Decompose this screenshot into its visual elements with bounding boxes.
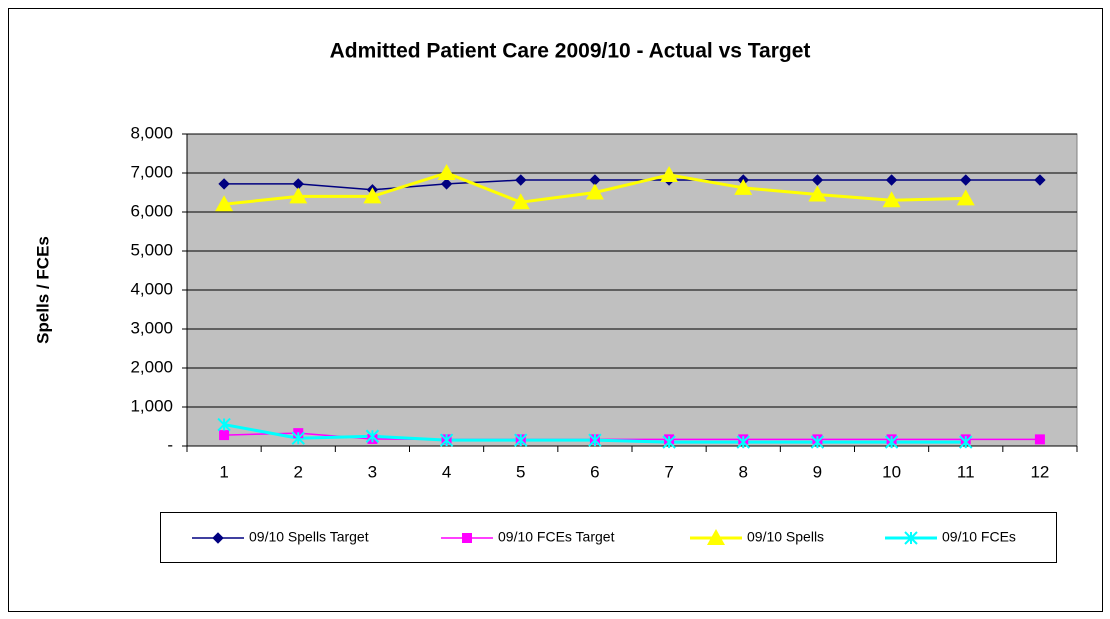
data-point (1034, 174, 1046, 186)
legend-marker (462, 533, 472, 543)
data-point (662, 435, 676, 449)
data-point (215, 195, 234, 212)
data-point (365, 429, 380, 443)
x-tick-label: 6 (590, 462, 599, 481)
y-tick-label: 4,000 (130, 279, 173, 298)
legend-marker (212, 532, 224, 544)
data-point (810, 435, 825, 449)
x-tick-label: 10 (882, 462, 901, 481)
data-point (218, 178, 230, 190)
y-tick-label: 8,000 (130, 123, 173, 142)
data-point (585, 183, 604, 200)
legend-label: 09/10 FCEs (942, 529, 1016, 545)
data-point (734, 178, 753, 195)
data-point (588, 433, 602, 447)
x-tick-label: 5 (516, 462, 525, 481)
data-point (439, 433, 454, 447)
x-tick-label: 11 (957, 462, 975, 481)
data-point (291, 431, 305, 445)
data-point (736, 435, 750, 449)
series-line (224, 179, 1040, 191)
y-tick-label: 7,000 (130, 162, 173, 181)
data-point (217, 417, 231, 432)
data-point (884, 435, 899, 449)
x-tick-label: 1 (219, 462, 228, 481)
legend-label: 09/10 FCEs Target (498, 529, 615, 545)
data-point (885, 174, 898, 186)
x-tick-label: 7 (664, 462, 673, 481)
data-point (808, 185, 827, 202)
data-point (440, 178, 453, 190)
x-tick-label: 9 (813, 462, 822, 481)
data-point (289, 187, 308, 204)
data-point (1034, 434, 1045, 445)
legend-marker (707, 529, 725, 545)
legend-label: 09/10 Spells (747, 529, 824, 545)
data-point (363, 187, 382, 204)
x-tick-label: 12 (1030, 462, 1049, 481)
y-tick-label: 1,000 (130, 396, 173, 415)
data-point (515, 174, 527, 186)
data-point (437, 164, 456, 180)
data-point (960, 174, 972, 186)
y-tick-label: - (167, 435, 173, 454)
data-point (956, 189, 975, 206)
data-point (514, 433, 528, 447)
x-tick-label: 8 (739, 462, 748, 481)
data-point (882, 191, 901, 208)
y-tick-label: 2,000 (130, 357, 173, 376)
legend (160, 512, 1057, 563)
data-point (511, 193, 530, 210)
x-tick-label: 4 (442, 462, 451, 481)
x-tick-label: 3 (368, 462, 377, 481)
y-tick-label: 3,000 (130, 318, 173, 337)
y-tick-label: 6,000 (130, 201, 173, 220)
legend-marker (904, 531, 918, 545)
data-point (959, 435, 973, 449)
y-tick-label: 5,000 (130, 240, 173, 259)
x-tick-label: 2 (294, 462, 303, 481)
chart-title: Admitted Patient Care 2009/10 - Actual v… (330, 40, 811, 63)
data-point (660, 165, 679, 182)
legend-label: 09/10 Spells Target (249, 529, 369, 545)
data-point (219, 430, 230, 441)
y-axis-label: Spells / FCEs (33, 236, 52, 344)
data-point (811, 174, 824, 186)
